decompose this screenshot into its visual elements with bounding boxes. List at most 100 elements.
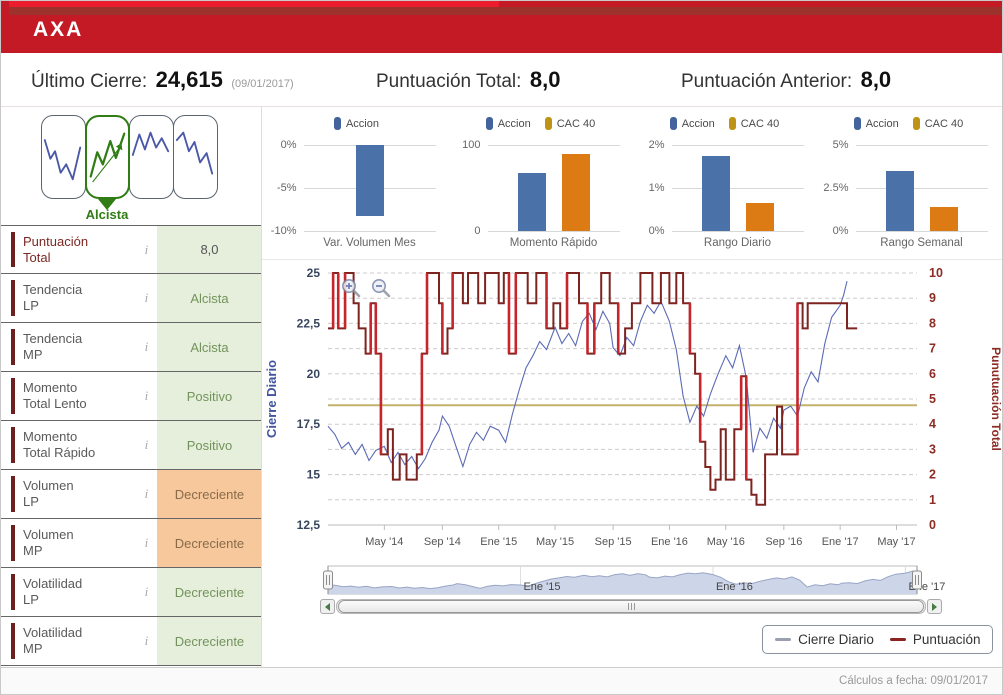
banner-stripe xyxy=(9,1,500,7)
legend-item-puntuación[interactable]: Puntuación xyxy=(889,632,981,647)
info-icon[interactable]: i xyxy=(144,437,149,452)
info-icon[interactable]: i xyxy=(144,584,149,599)
gridline xyxy=(672,145,805,146)
legend-row: Cierre Diario Puntuación xyxy=(262,623,1002,659)
legend-label: Accion xyxy=(865,117,899,130)
bar-cac40 xyxy=(930,206,959,231)
sidebar-rows: Puntuación Total i 8,0 Tendencia LP i Alcista Te… xyxy=(1,225,262,666)
row-accent-bar xyxy=(11,525,15,561)
zigzag-rise-arrow-icon xyxy=(89,132,126,183)
info-icon[interactable]: i xyxy=(144,241,149,257)
row-accent-bar xyxy=(11,574,15,610)
y-tick-label: 0% xyxy=(280,139,297,151)
cac40-legend-icon xyxy=(728,117,736,130)
mini-chart-title: Momento Rápido xyxy=(509,237,598,249)
accion-legend-icon xyxy=(485,117,493,130)
svg-text:Ene '15: Ene '15 xyxy=(481,536,518,548)
svg-text:1: 1 xyxy=(929,493,936,507)
trend-card-3[interactable] xyxy=(129,115,174,199)
legend-item-cierre-diario[interactable]: Cierre Diario xyxy=(775,632,874,647)
row-label: Volumen MP xyxy=(23,527,74,558)
bar-cac40 xyxy=(562,154,591,231)
row-accent-bar xyxy=(11,378,15,414)
trend-selector: Alcista xyxy=(1,107,261,225)
puntuacion-anterior-label: Puntuación Anterior: xyxy=(681,70,853,92)
scrollbar-track[interactable] xyxy=(336,599,927,614)
sidebar-row[interactable]: Puntuación Total i 8,0 xyxy=(1,225,262,274)
mini-chart-rango-semanal: Accion CAC 40 5% 2.5% 0% Rango Semanal xyxy=(816,107,1000,259)
sidebar-row[interactable]: Momento Total Rápido i Positivo xyxy=(1,421,262,470)
svg-text:4: 4 xyxy=(929,417,936,431)
metric-puntuacion-total: Puntuación Total: 8,0 xyxy=(376,67,681,93)
legend-label: CAC 40 xyxy=(740,117,780,130)
sidebar-row[interactable]: Tendencia MP i Alcista xyxy=(1,323,262,372)
mini-chart-var-volumen-mes: Accion 0% -5% -10% Var. Volumen Mes xyxy=(264,107,448,259)
svg-text:May '14: May '14 xyxy=(366,536,404,548)
svg-text:Ene '16: Ene '16 xyxy=(651,536,688,548)
row-accent-bar xyxy=(11,329,15,365)
bar-accion xyxy=(886,170,915,231)
row-label: Momento Total Rápido xyxy=(23,429,96,460)
navigator-left-handle[interactable] xyxy=(323,566,334,594)
sidebar-row[interactable]: Volatilidad MP i Decreciente xyxy=(1,617,262,666)
scrollbar-thumb[interactable] xyxy=(338,600,925,613)
navigator-right-handle[interactable] xyxy=(912,566,923,594)
trend-card-1[interactable] xyxy=(41,115,86,199)
svg-text:8: 8 xyxy=(929,316,936,330)
trend-card-2[interactable] xyxy=(85,115,130,199)
gridline xyxy=(856,145,989,146)
zoom-controls xyxy=(340,277,392,304)
y-tick-label: 0 xyxy=(474,225,481,237)
sidebar-row[interactable]: Volumen LP i Decreciente xyxy=(1,470,262,519)
price-score-chart: 12,5 15 17,5 20 22,5 25 0 1 2 3 4 5 6 7 8 9 10 May '14 Sep… xyxy=(264,266,1002,548)
ultimo-cierre-value: 24,615 xyxy=(155,66,223,92)
navigator: Ene '15 Ene '16 Ene '17 xyxy=(262,563,1003,619)
svg-text:9: 9 xyxy=(929,291,936,305)
y-tick-label: 0% xyxy=(832,225,849,237)
scroll-right-button[interactable] xyxy=(927,599,943,614)
metric-ultimo-cierre: Último Cierre: 24,615 (09/01/2017) xyxy=(31,67,376,93)
sidebar-row[interactable]: Momento Total Lento i Positivo xyxy=(1,372,262,421)
legend-item-cac40: CAC 40 xyxy=(728,117,780,130)
banner-stripe-dark xyxy=(9,7,1002,15)
info-icon[interactable]: i xyxy=(144,535,149,550)
footer: Cálculos a fecha: 09/01/2017 xyxy=(1,667,1002,694)
navigator-chart[interactable]: Ene '15 Ene '16 Ene '17 xyxy=(262,563,1003,597)
accion-legend-icon xyxy=(333,117,341,130)
svg-text:20: 20 xyxy=(307,367,321,381)
svg-text:Ene '17: Ene '17 xyxy=(822,536,859,548)
svg-text:6: 6 xyxy=(929,367,936,381)
row-value: Decreciente xyxy=(157,470,262,518)
navigator-area xyxy=(328,570,918,594)
row-label: Tendencia LP xyxy=(23,282,83,313)
info-icon[interactable]: i xyxy=(144,486,149,501)
sidebar-row[interactable]: Tendencia LP i Alcista xyxy=(1,274,262,323)
info-icon[interactable]: i xyxy=(144,339,149,354)
zoom-out-icon[interactable] xyxy=(370,277,392,304)
legend-label: Accion xyxy=(681,117,715,130)
info-icon[interactable]: i xyxy=(144,633,149,648)
legend-line-icon xyxy=(775,638,792,641)
mini-chart-title: Rango Diario xyxy=(703,237,772,249)
sidebar-row[interactable]: Volumen MP i Decreciente xyxy=(1,519,262,568)
row-value: 8,0 xyxy=(157,226,262,273)
puntuacion-anterior-value: 8,0 xyxy=(860,66,892,92)
sidebar-row[interactable]: Volatilidad LP i Decreciente xyxy=(1,568,262,617)
bar-accion xyxy=(702,155,731,231)
zigzag-fall-icon xyxy=(175,131,214,175)
scroll-left-button[interactable] xyxy=(320,599,336,614)
trend-card-4[interactable] xyxy=(173,115,218,199)
info-icon[interactable]: i xyxy=(144,388,149,403)
mini-legend: Accion CAC 40 xyxy=(632,117,816,130)
legend-item-label: Puntuación xyxy=(912,632,981,647)
info-icon[interactable]: i xyxy=(144,290,149,305)
row-accent-bar xyxy=(11,623,15,659)
gridline xyxy=(488,231,621,232)
accion-legend-icon xyxy=(669,117,677,130)
row-accent-bar xyxy=(11,280,15,316)
svg-text:Sep '16: Sep '16 xyxy=(766,536,803,548)
row-value: Alcista xyxy=(157,323,262,371)
zoom-in-icon[interactable] xyxy=(340,277,362,304)
svg-text:Sep '14: Sep '14 xyxy=(424,536,461,548)
